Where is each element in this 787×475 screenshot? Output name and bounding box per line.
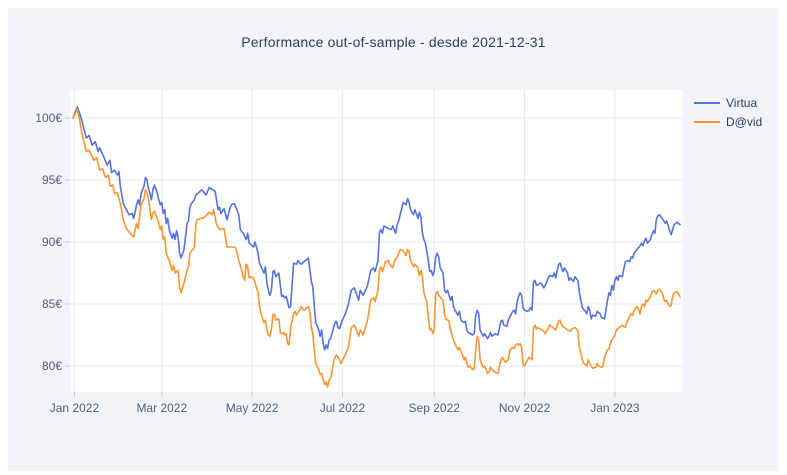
legend: Virtua D@vid — [694, 93, 762, 131]
x-tick-label: Mar 2022 — [136, 401, 187, 415]
x-tick-label: Jan 2023 — [590, 401, 640, 415]
series-line-virtua[interactable] — [72, 106, 681, 351]
series-line-dvid[interactable] — [72, 108, 681, 388]
y-tick-label: 95€ — [42, 173, 62, 187]
x-tick-label: May 2022 — [226, 401, 279, 415]
legend-label-david: D@vid — [726, 114, 763, 129]
legend-item-virtua[interactable]: Virtua — [694, 93, 762, 112]
david-line-swatch — [694, 120, 720, 123]
plot-area-background — [70, 90, 683, 392]
chart-title: Performance out-of-sample - desde 2021-1… — [241, 34, 546, 50]
y-tick-label: 80€ — [42, 359, 62, 373]
y-tick-label: 85€ — [42, 297, 62, 311]
y-tick-label: 90€ — [42, 235, 62, 249]
x-tick-label: Sep 2022 — [409, 401, 461, 415]
virtua-line-swatch — [694, 101, 720, 104]
x-tick-label: Jan 2022 — [50, 401, 100, 415]
x-tick-label: Jul 2022 — [320, 401, 366, 415]
x-tick-label: Nov 2022 — [499, 401, 551, 415]
legend-item-david[interactable]: D@vid — [694, 112, 762, 131]
legend-label-virtua: Virtua — [726, 95, 758, 110]
y-tick-label: 100€ — [35, 111, 62, 125]
